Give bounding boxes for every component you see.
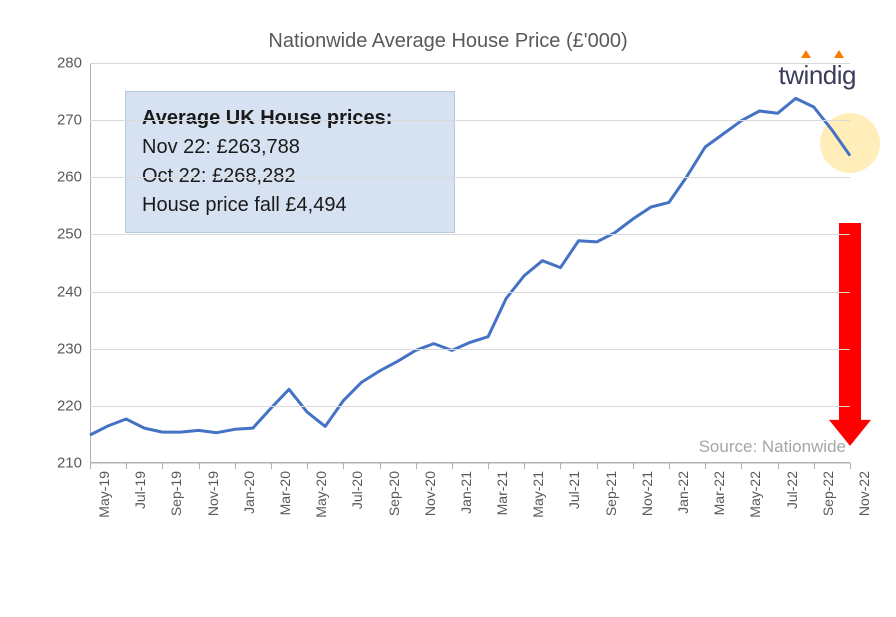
x-tick [235,463,236,469]
x-tick [778,463,779,469]
x-tick [452,463,453,469]
down-arrow-icon [827,221,873,448]
y-tick-label: 260 [42,169,82,186]
gridline [90,177,850,178]
info-header: Average UK House prices: [142,104,438,133]
x-tick-label: Sep-19 [168,471,184,516]
gridline [90,349,850,350]
y-tick-label: 280 [42,55,82,72]
x-tick-label: Jan-20 [241,471,257,514]
x-tick-label: Jul-22 [784,471,800,509]
x-tick [560,463,561,469]
x-tick [488,463,489,469]
x-tick-label: May-22 [747,471,763,518]
x-tick-label: May-21 [530,471,546,518]
x-tick-label: Sep-20 [386,471,402,516]
x-tick [705,463,706,469]
x-tick [380,463,381,469]
x-tick-label: Sep-22 [820,471,836,516]
x-tick [90,463,91,469]
info-line-nov: Nov 22: £263,788 [142,133,438,162]
chart-title: Nationwide Average House Price (£'000) [40,30,856,53]
x-tick [126,463,127,469]
source-attribution: Source: Nationwide [699,437,846,457]
info-line-fall: House price fall £4,494 [142,191,438,220]
gridline [90,463,850,464]
x-tick [416,463,417,469]
x-tick-label: Jul-20 [349,471,365,509]
x-tick [633,463,634,469]
x-tick-label: Jul-21 [566,471,582,509]
x-tick [597,463,598,469]
gridline [90,406,850,407]
x-tick-label: Mar-21 [494,471,510,515]
y-tick-label: 250 [42,226,82,243]
gridline [90,120,850,121]
x-tick-label: Sep-21 [603,471,619,516]
gridline [90,63,850,64]
x-tick-label: Jan-21 [458,471,474,514]
x-tick-label: Mar-20 [277,471,293,515]
x-tick [199,463,200,469]
x-tick-label: Mar-22 [711,471,727,515]
x-tick [162,463,163,469]
chart-container: Nationwide Average House Price (£'000) t… [40,30,856,597]
x-tick [669,463,670,469]
x-tick-label: May-20 [313,471,329,518]
x-tick-label: Jan-22 [675,471,691,514]
y-tick-label: 220 [42,397,82,414]
plot-area: Average UK House prices: Nov 22: £263,78… [90,63,856,463]
x-tick-label: Nov-20 [422,471,438,516]
gridline [90,234,850,235]
y-tick-label: 240 [42,283,82,300]
x-tick-label: Jul-19 [132,471,148,509]
info-callout-box: Average UK House prices: Nov 22: £263,78… [125,91,455,233]
y-tick-label: 230 [42,340,82,357]
x-tick-label: Nov-21 [639,471,655,516]
y-tick-label: 210 [42,455,82,472]
x-tick [271,463,272,469]
x-tick [741,463,742,469]
x-tick [307,463,308,469]
x-tick [524,463,525,469]
x-tick-label: Nov-19 [205,471,221,516]
x-tick [343,463,344,469]
x-tick [850,463,851,469]
y-tick-label: 270 [42,112,82,129]
x-tick-label: Nov-22 [856,471,872,516]
x-tick-label: May-19 [96,471,112,518]
x-tick [814,463,815,469]
gridline [90,292,850,293]
